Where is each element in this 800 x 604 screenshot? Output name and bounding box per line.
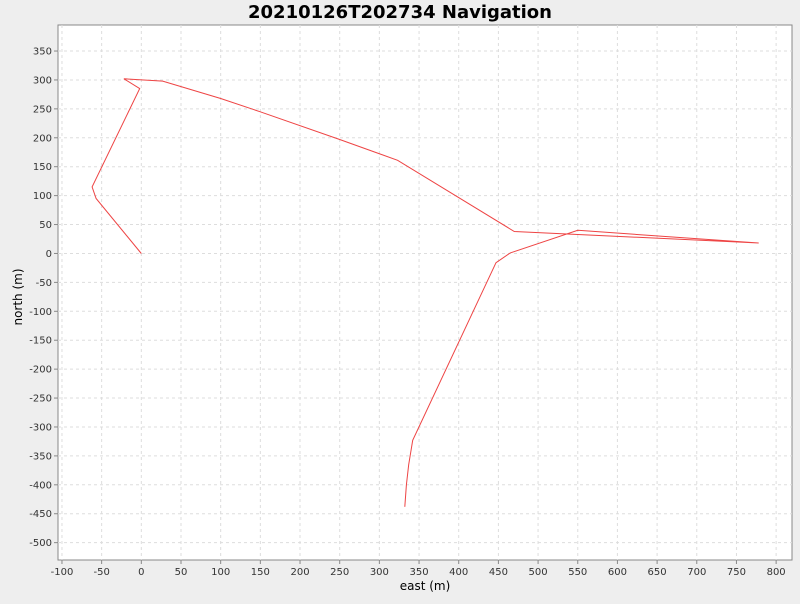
- x-tick-label: 750: [727, 567, 746, 578]
- y-tick-label: 50: [39, 220, 52, 231]
- tick-layer: -100 -50 0 50 100 150 200 250 300 350 400 450 500 550…: [29, 47, 785, 578]
- x-tick-label: 200: [290, 567, 309, 578]
- y-tick-label: -500: [29, 538, 52, 549]
- y-tick-label: -350: [29, 451, 52, 462]
- y-tick-label: 300: [33, 75, 52, 86]
- x-tick-label: 150: [251, 567, 270, 578]
- y-tick-label: 150: [33, 162, 52, 173]
- y-tick-label: 350: [33, 47, 52, 58]
- y-tick-label: -50: [36, 278, 52, 289]
- x-tick-label: 450: [489, 567, 508, 578]
- x-tick-label: -50: [93, 567, 109, 578]
- y-axis-title: north (m): [11, 268, 25, 325]
- y-tick-label: 200: [33, 133, 52, 144]
- x-tick-label: 650: [648, 567, 667, 578]
- x-tick-label: -100: [51, 567, 74, 578]
- y-tick-label: -250: [29, 394, 52, 405]
- x-tick-label: 100: [211, 567, 230, 578]
- x-tick-label: 500: [529, 567, 548, 578]
- y-tick-label: 250: [33, 104, 52, 115]
- series-layer: [91, 78, 759, 507]
- x-tick-label: 400: [449, 567, 468, 578]
- x-tick-label: 250: [330, 567, 349, 578]
- y-tick-label: -450: [29, 509, 52, 520]
- plot-area: [57, 24, 793, 561]
- x-tick-label: 800: [767, 567, 786, 578]
- chart-title: 20210126T202734 Navigation: [248, 2, 552, 23]
- x-tick-label: 350: [410, 567, 429, 578]
- x-tick-label: 600: [608, 567, 627, 578]
- y-tick-label: 100: [33, 191, 52, 202]
- x-tick-label: 300: [370, 567, 389, 578]
- y-tick-label: -100: [29, 307, 52, 318]
- y-tick-label: -300: [29, 422, 52, 433]
- x-tick-label: 50: [175, 567, 188, 578]
- y-tick-label: -200: [29, 365, 52, 376]
- y-tick-label: -400: [29, 480, 52, 491]
- x-tick-label: 700: [687, 567, 706, 578]
- x-axis-title: east (m): [400, 579, 451, 593]
- y-tick-label: 0: [46, 249, 52, 260]
- grid-layer: [58, 25, 792, 560]
- x-tick-label: 0: [138, 567, 144, 578]
- trajectory-line: [91, 78, 759, 507]
- y-tick-label: -150: [29, 336, 52, 347]
- x-tick-label: 550: [568, 567, 587, 578]
